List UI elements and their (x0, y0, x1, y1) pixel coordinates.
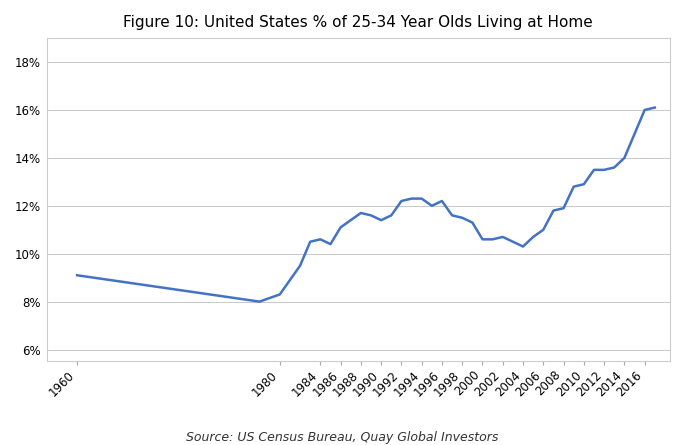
Text: Source: US Census Bureau, Quay Global Investors: Source: US Census Bureau, Quay Global In… (186, 431, 499, 444)
Title: Figure 10: United States % of 25-34 Year Olds Living at Home: Figure 10: United States % of 25-34 Year… (123, 15, 593, 30)
